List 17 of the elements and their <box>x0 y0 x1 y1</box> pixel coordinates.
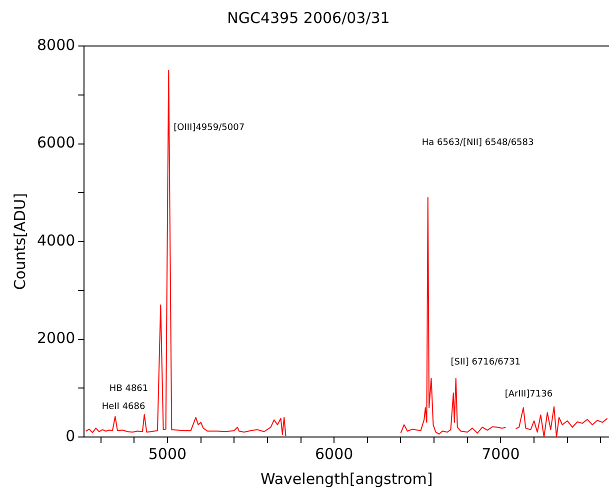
annotation: [OIII]4959/5007 <box>174 123 245 134</box>
y-tick-label: 2000 <box>36 329 76 348</box>
chart-title: NGC4395 2006/03/31 <box>227 8 390 27</box>
annotation: [SII] 6716/6731 <box>450 357 521 368</box>
y-tick-label: 8000 <box>36 36 76 54</box>
y-axis-title: Counts[ADU] <box>10 193 29 290</box>
annotation: [ArIII]7136 <box>504 389 553 400</box>
annotation: Ha 6563/[NII] 6548/6583 <box>422 138 534 148</box>
annotation: HB 4861 <box>109 384 148 394</box>
x-tick-label: 6000 <box>314 444 354 463</box>
x-axis-title: Wavelength[angstrom] <box>260 470 433 488</box>
x-tick-label: 7000 <box>482 444 520 463</box>
annotation: HeII 4686 <box>102 402 146 412</box>
y-tick-label: 0 <box>66 426 76 445</box>
y-tick-label: 6000 <box>36 134 76 152</box>
x-tick-label: 5000 <box>148 444 187 463</box>
y-tick-label: 4000 <box>36 231 76 250</box>
